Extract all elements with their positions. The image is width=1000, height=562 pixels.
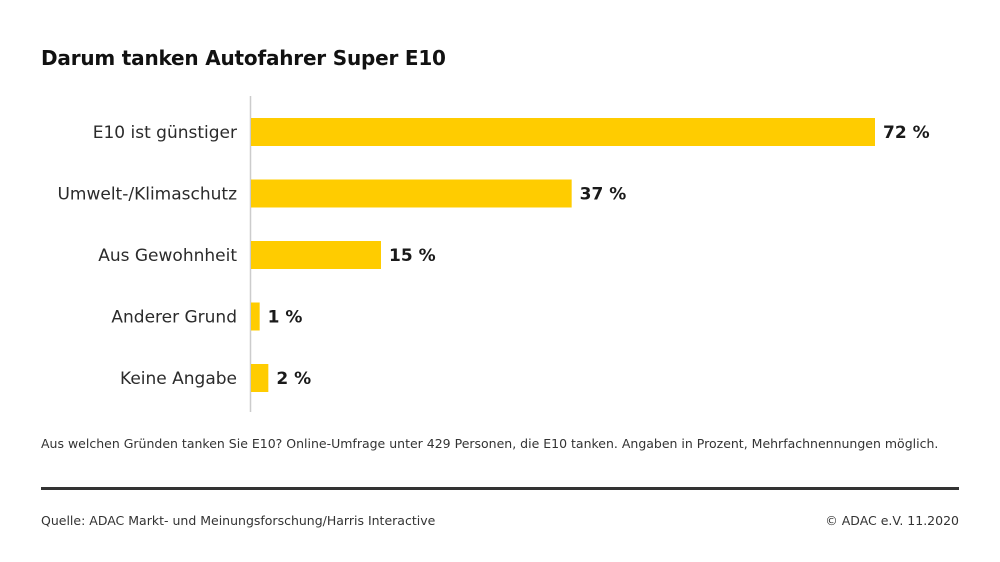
divider <box>41 487 959 490</box>
category-label-4: Keine Angabe <box>120 369 237 389</box>
bar-2 <box>251 241 381 269</box>
bar-3 <box>251 302 260 331</box>
value-label-1: 37 % <box>580 185 627 205</box>
footnote: Aus welchen Gründen tanken Sie E10? Onli… <box>41 436 939 451</box>
category-label-3: Anderer Grund <box>111 308 237 328</box>
category-label-0: E10 ist günstiger <box>93 123 237 143</box>
bar-4 <box>251 364 269 392</box>
category-label-2: Aus Gewohnheit <box>98 246 237 266</box>
source-text: Quelle: ADAC Markt- und Meinungsforschun… <box>41 513 436 528</box>
value-label-0: 72 % <box>883 123 930 143</box>
bar-chart: E10 ist günstiger 72 % Umwelt-/Klimaschutz… <box>57 96 930 412</box>
copyright-text: © ADAC e.V. 11.2020 <box>825 513 959 528</box>
value-label-4: 2 % <box>276 369 311 389</box>
category-label-1: Umwelt-/Klimaschutz <box>57 185 237 205</box>
value-label-2: 15 % <box>389 246 436 266</box>
bar-0 <box>251 118 875 146</box>
chart-title: Darum tanken Autofahrer Super E10 <box>41 46 446 70</box>
bar-1 <box>251 179 572 208</box>
value-label-3: 1 % <box>268 308 303 328</box>
